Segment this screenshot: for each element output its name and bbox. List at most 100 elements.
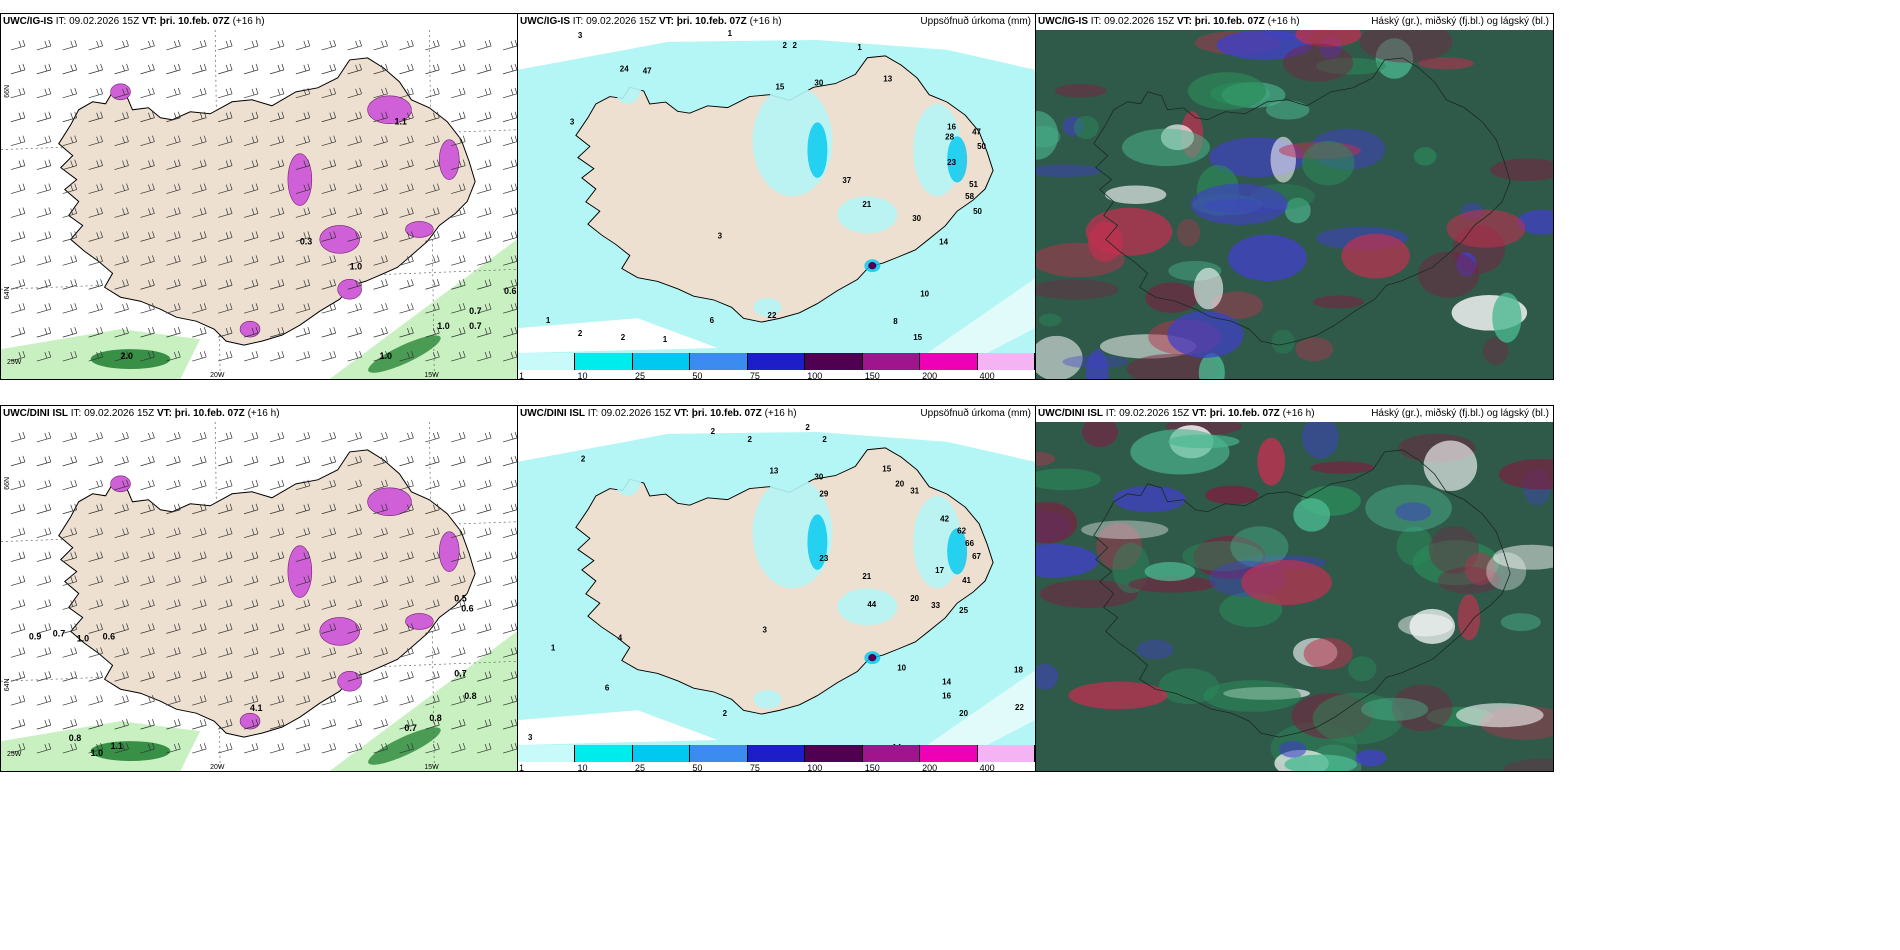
cloud-area	[1500, 613, 1541, 632]
colorbar-swatch	[690, 745, 748, 762]
wind-barb	[451, 719, 466, 730]
wind-barb	[36, 350, 52, 362]
wind-barb	[373, 695, 388, 706]
value-label: 20	[895, 480, 904, 489]
wind-barb	[62, 111, 78, 123]
wind-barb	[88, 719, 103, 730]
wind-barb	[243, 231, 259, 242]
wind-barb	[243, 599, 259, 610]
wind-barb	[114, 39, 129, 51]
wind-barb	[36, 39, 52, 51]
value-label: 15	[882, 465, 891, 474]
wind-barb	[62, 303, 78, 314]
wind-barb	[36, 551, 52, 562]
precip-area	[837, 588, 898, 626]
colorbar-tick: 1	[519, 763, 525, 772]
wind-barb	[425, 303, 440, 314]
graticule-line	[1, 268, 517, 290]
wind-barb	[114, 207, 129, 218]
value-label: 21	[862, 572, 871, 581]
cloud-area	[1457, 594, 1481, 641]
wind-barb	[62, 279, 78, 290]
wind-barb	[399, 551, 414, 562]
value-label: 0.7	[454, 668, 466, 678]
wind-barb	[373, 39, 388, 51]
cloud-area	[1054, 83, 1107, 98]
colorbar: 1 10 25 50 75 100 150 200 400	[518, 745, 1035, 771]
wind-barb	[62, 695, 78, 706]
wind-barb	[477, 479, 492, 491]
wind-barb	[451, 183, 466, 194]
wind-barb	[36, 207, 52, 218]
wind-barb	[373, 350, 388, 362]
value-label: 2	[578, 329, 583, 338]
wind-barb	[10, 255, 26, 266]
longitude-label: 25W	[7, 359, 22, 366]
colorbar-swatch	[862, 353, 921, 370]
colorbar-tick: 10	[577, 371, 588, 380]
iceland-outline	[1093, 449, 1511, 738]
value-label: 15	[913, 333, 922, 342]
wind-barb	[321, 327, 337, 338]
wind-barb	[269, 255, 285, 266]
wind-barb	[192, 303, 207, 314]
wind-barb	[192, 111, 207, 123]
value-label: 20	[959, 709, 968, 718]
wind-barb	[88, 279, 103, 290]
value-label: 62	[957, 526, 966, 535]
dry-area	[518, 318, 718, 353]
latitude-label: 64N	[4, 286, 11, 299]
wind-barb	[218, 431, 233, 443]
value-label: 3	[718, 232, 723, 241]
wind-barb	[425, 719, 440, 730]
cloud-area	[1082, 416, 1118, 448]
cloud-area	[1284, 197, 1311, 224]
wind-barb	[10, 111, 26, 123]
wind-barb	[36, 231, 52, 242]
wind-barb	[451, 695, 466, 706]
wind-barb	[295, 599, 311, 610]
wind-barb	[477, 159, 492, 170]
snow-area	[110, 83, 131, 101]
cloud-area	[1293, 498, 1331, 532]
wind-barb	[373, 671, 388, 682]
wind-barb	[425, 350, 440, 362]
snow-area	[439, 531, 460, 572]
colorbar-swatch	[805, 353, 863, 370]
wind-barb	[373, 63, 388, 75]
wind-barb	[295, 159, 311, 170]
wind-barb	[399, 255, 414, 266]
wind-barb	[347, 327, 362, 338]
wind-barb	[114, 647, 129, 658]
wind-barb	[347, 647, 362, 658]
value-label: 0.6	[461, 603, 473, 613]
cloud-area	[1282, 43, 1354, 82]
wind-barb	[114, 455, 129, 467]
value-label: 8	[893, 317, 898, 326]
wind-barb	[399, 350, 414, 362]
wind-barb	[373, 479, 388, 491]
wind-barb	[425, 63, 440, 75]
wind-barb	[269, 647, 285, 658]
wind-barb	[36, 111, 52, 123]
precip-map: 2 2 2 2 13 30 15 20 31 42 29 62 66 67 23 21 17 41 33 25 44 20…	[518, 422, 1035, 752]
value-label: 3	[763, 626, 768, 635]
wind-barb	[243, 551, 259, 562]
cloud-area	[1503, 758, 1553, 771]
wind-barb	[218, 350, 233, 362]
wind-barb	[269, 87, 285, 99]
wind-barb	[140, 231, 155, 242]
cloud-area	[1355, 749, 1387, 767]
value-label: 0.6	[504, 286, 516, 296]
cloud-area	[1418, 251, 1480, 298]
panel-header: UWC/IG-IS IT: 09.02.2026 15Z VT: þri. 10…	[3, 16, 265, 27]
value-label: 44	[867, 600, 876, 609]
wind-barb	[502, 111, 517, 123]
cloud-area	[1348, 656, 1377, 682]
cloud-area	[1039, 579, 1138, 608]
cloud-area	[1257, 437, 1286, 486]
wind-barb	[218, 575, 233, 586]
wind-barb	[477, 327, 492, 338]
wind-barb	[502, 303, 517, 314]
value-label: 2	[822, 435, 827, 444]
